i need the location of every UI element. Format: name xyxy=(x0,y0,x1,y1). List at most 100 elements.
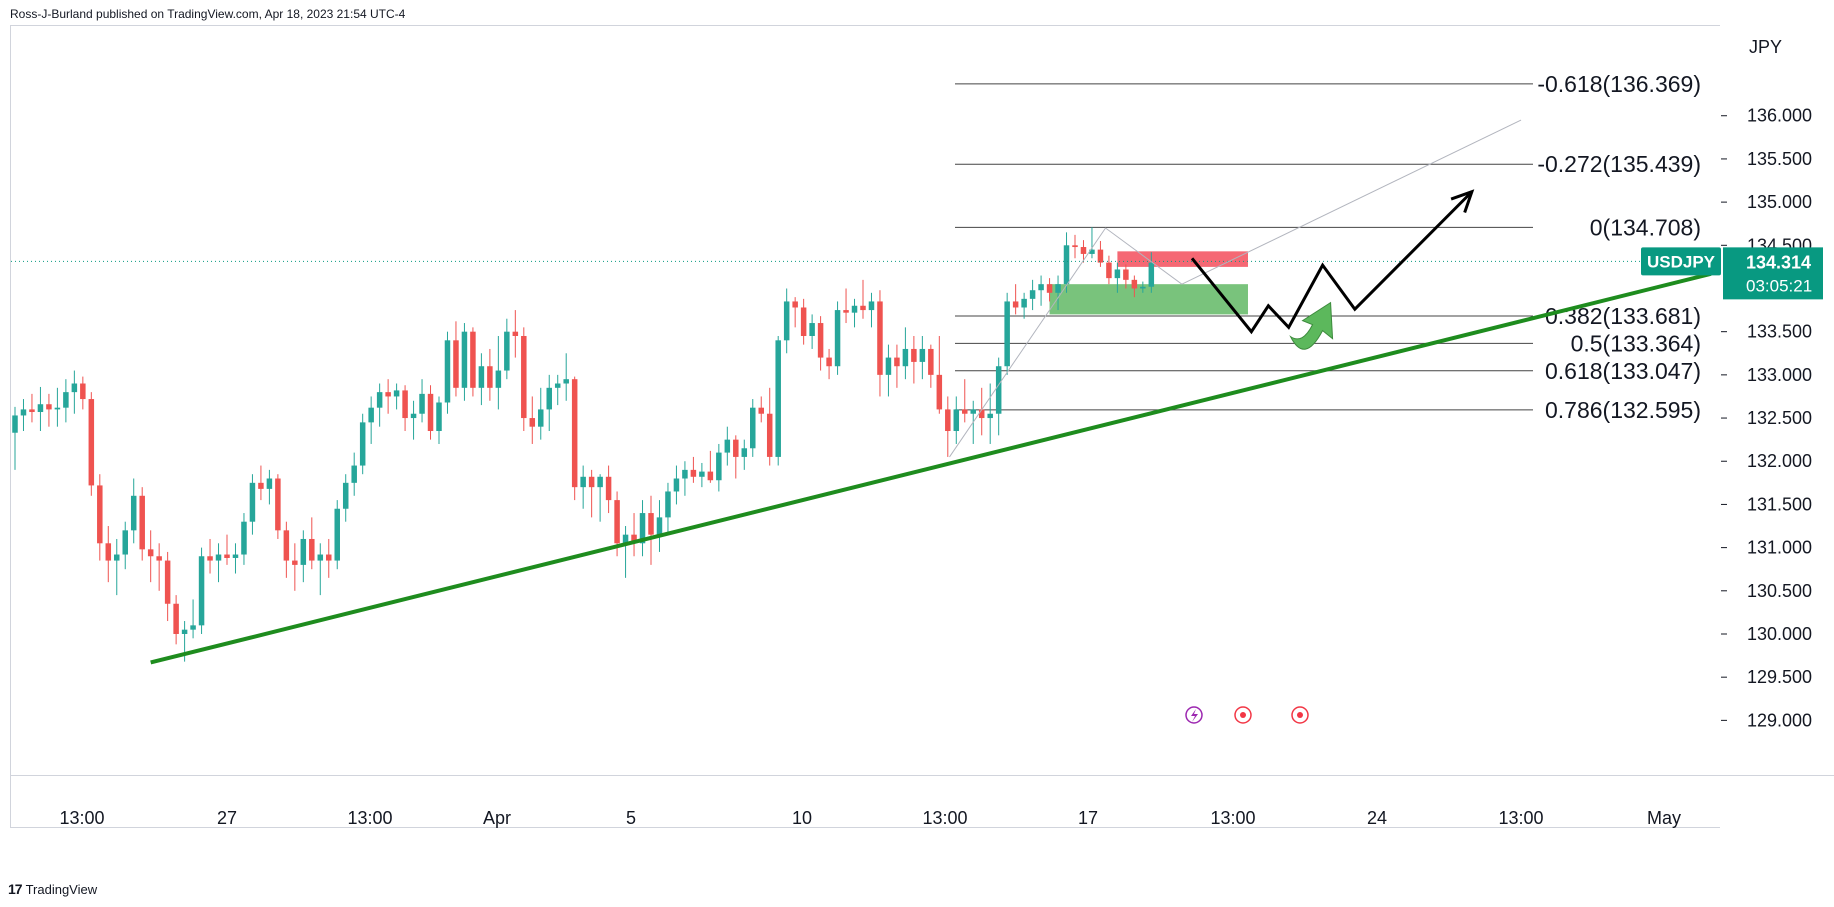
candle-body xyxy=(393,390,400,397)
fib-label: 0.786(132.595) xyxy=(1545,397,1701,423)
fib-label: 0.5(133.364) xyxy=(1571,330,1701,356)
fib-extension-line xyxy=(949,119,1522,458)
fib-label: 0.382(133.681) xyxy=(1545,303,1701,329)
candle-body xyxy=(453,340,459,388)
chart-area[interactable]: -0.618(136.369) -0.272(135.439) 0(134.708)… xyxy=(10,25,1834,828)
candle-body xyxy=(885,357,892,375)
candle-body xyxy=(63,392,69,408)
candle-body xyxy=(190,625,196,630)
candle-body xyxy=(232,554,239,558)
candle-body xyxy=(80,383,86,400)
candle-body xyxy=(1072,245,1078,248)
candle-body xyxy=(224,554,230,558)
candle-body xyxy=(741,448,748,457)
candle-body xyxy=(385,392,391,397)
candle-body xyxy=(902,348,909,367)
candle-body xyxy=(495,370,502,388)
candle-body xyxy=(283,530,290,561)
price-tick-label: 133.500 xyxy=(1747,322,1812,342)
candle-body xyxy=(1140,286,1146,289)
candle-body xyxy=(54,407,61,410)
candle-body xyxy=(436,402,442,432)
time-tick-label: Apr xyxy=(483,808,511,828)
candle-body xyxy=(461,331,468,388)
event-dot-icon xyxy=(1291,706,1309,724)
candle-body xyxy=(88,399,95,486)
candle-body xyxy=(928,348,934,375)
candle-body xyxy=(427,393,434,432)
candle-body xyxy=(173,603,179,634)
currency-label: JPY xyxy=(1749,37,1782,57)
candle-body xyxy=(198,556,205,626)
candle-body xyxy=(207,556,213,561)
candle-body xyxy=(487,366,493,388)
candle-body xyxy=(843,310,849,313)
price-tick-label: 131.000 xyxy=(1747,538,1812,558)
candle-body xyxy=(554,383,561,388)
candle-body xyxy=(614,500,620,544)
candle-body xyxy=(987,413,993,419)
candle-body xyxy=(470,331,476,388)
candle-body xyxy=(147,549,154,557)
candle-body xyxy=(800,307,807,336)
bounce-arrow xyxy=(1289,301,1334,350)
candle-body xyxy=(962,409,968,414)
footer-brand[interactable]: TradingView xyxy=(25,881,98,897)
candle-body xyxy=(605,476,612,501)
candle-body xyxy=(792,301,798,308)
candle-body xyxy=(1114,269,1121,279)
time-tick-label: 27 xyxy=(217,808,237,828)
candle-body xyxy=(12,415,18,433)
candle-body xyxy=(1029,290,1036,299)
candle-body xyxy=(546,387,552,410)
candle-body xyxy=(215,554,222,561)
candle-body xyxy=(71,383,78,393)
candle-body xyxy=(275,478,281,531)
candle-body xyxy=(648,513,654,535)
time-tick-label: 5 xyxy=(626,808,636,828)
candle-body xyxy=(512,331,519,336)
candle-body xyxy=(1004,301,1010,367)
candle-body xyxy=(766,413,773,457)
candle-body xyxy=(1080,247,1087,254)
candle-body xyxy=(936,374,943,410)
candle-body xyxy=(300,538,307,565)
candle-body xyxy=(292,560,298,565)
event-dot-icon xyxy=(1234,706,1252,724)
candle-body xyxy=(783,301,790,341)
candle-body xyxy=(1106,262,1112,279)
candle-body xyxy=(334,508,340,561)
candle-body xyxy=(20,409,27,416)
candle-body xyxy=(181,629,188,634)
candle-body xyxy=(826,357,832,367)
symbol-label: USDJPY xyxy=(1647,252,1716,271)
candle-body xyxy=(122,530,128,555)
candle-body xyxy=(1089,249,1095,254)
candle-body xyxy=(563,379,569,384)
projection-layer xyxy=(949,119,1522,458)
candle-body xyxy=(860,305,866,311)
candle-body xyxy=(750,407,756,449)
price-chart[interactable]: -0.618(136.369) -0.272(135.439) 0(134.708)… xyxy=(11,26,1834,829)
fib-label: -0.272(135.439) xyxy=(1537,151,1701,177)
trendline xyxy=(150,271,1712,665)
projection-arrowhead xyxy=(1450,189,1475,214)
candle-body xyxy=(1131,279,1138,289)
candle-body xyxy=(1097,249,1104,263)
candle-body xyxy=(690,469,697,477)
support-zone xyxy=(1049,284,1248,315)
price-tick-label: 132.000 xyxy=(1747,451,1812,471)
time-tick-label: 13:00 xyxy=(922,808,967,828)
candle-body xyxy=(724,439,731,453)
candle-body xyxy=(419,393,425,414)
time-tick-label: 13:00 xyxy=(1210,808,1255,828)
candle-body xyxy=(317,554,324,561)
lightning-icon xyxy=(1185,706,1203,724)
candle-body xyxy=(1063,245,1070,285)
last-price-label: 134.314 xyxy=(1746,252,1811,272)
candle-body xyxy=(758,407,764,414)
footer: 17 TradingView xyxy=(8,881,97,897)
candle-body xyxy=(639,513,646,544)
event-dot-icon-inner xyxy=(1240,712,1246,718)
candle-body xyxy=(46,404,52,410)
